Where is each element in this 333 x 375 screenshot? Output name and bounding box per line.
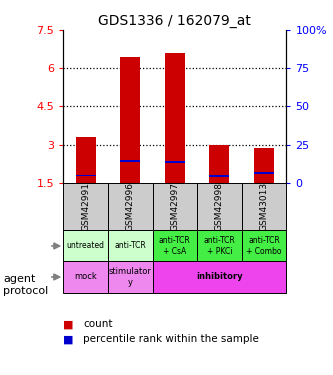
Text: mock: mock (74, 273, 97, 282)
Bar (209, 176, 229, 177)
Text: anti-TCR
+ Combo: anti-TCR + Combo (246, 236, 282, 256)
Bar (76, 175, 96, 177)
Text: stimulator
y: stimulator y (109, 267, 152, 287)
Text: GSM42997: GSM42997 (170, 182, 179, 231)
Bar (108, 183, 153, 231)
Bar (63, 231, 108, 261)
Text: GSM42991: GSM42991 (81, 182, 90, 231)
Text: percentile rank within the sample: percentile rank within the sample (83, 334, 259, 344)
Bar (197, 183, 242, 231)
Bar (63, 183, 108, 231)
Bar (153, 183, 197, 231)
Text: ■: ■ (63, 334, 74, 344)
Text: GSM42998: GSM42998 (215, 182, 224, 231)
Text: count: count (83, 320, 113, 329)
Text: untreated: untreated (67, 242, 105, 250)
Bar (76, 137, 96, 183)
Text: GSM43013: GSM43013 (259, 182, 269, 231)
Bar (153, 231, 197, 261)
Bar (108, 231, 153, 261)
Bar (254, 172, 274, 174)
Text: anti-TCR: anti-TCR (114, 242, 146, 250)
Bar (153, 261, 286, 292)
Text: ■: ■ (63, 320, 74, 329)
Text: agent: agent (3, 274, 36, 284)
Bar (209, 144, 229, 183)
Bar (165, 162, 185, 163)
Bar (242, 231, 286, 261)
Bar (254, 148, 274, 183)
Text: inhibitory: inhibitory (196, 273, 243, 282)
Bar (165, 53, 185, 183)
Bar (197, 231, 242, 261)
Bar (63, 261, 108, 292)
Title: GDS1336 / 162079_at: GDS1336 / 162079_at (98, 13, 251, 28)
Bar (242, 183, 286, 231)
Text: anti-TCR
+ PKCi: anti-TCR + PKCi (203, 236, 235, 256)
Bar (120, 57, 140, 183)
Text: protocol: protocol (3, 286, 49, 296)
Bar (108, 261, 153, 292)
Text: anti-TCR
+ CsA: anti-TCR + CsA (159, 236, 191, 256)
Bar (120, 160, 140, 162)
Text: GSM42996: GSM42996 (126, 182, 135, 231)
